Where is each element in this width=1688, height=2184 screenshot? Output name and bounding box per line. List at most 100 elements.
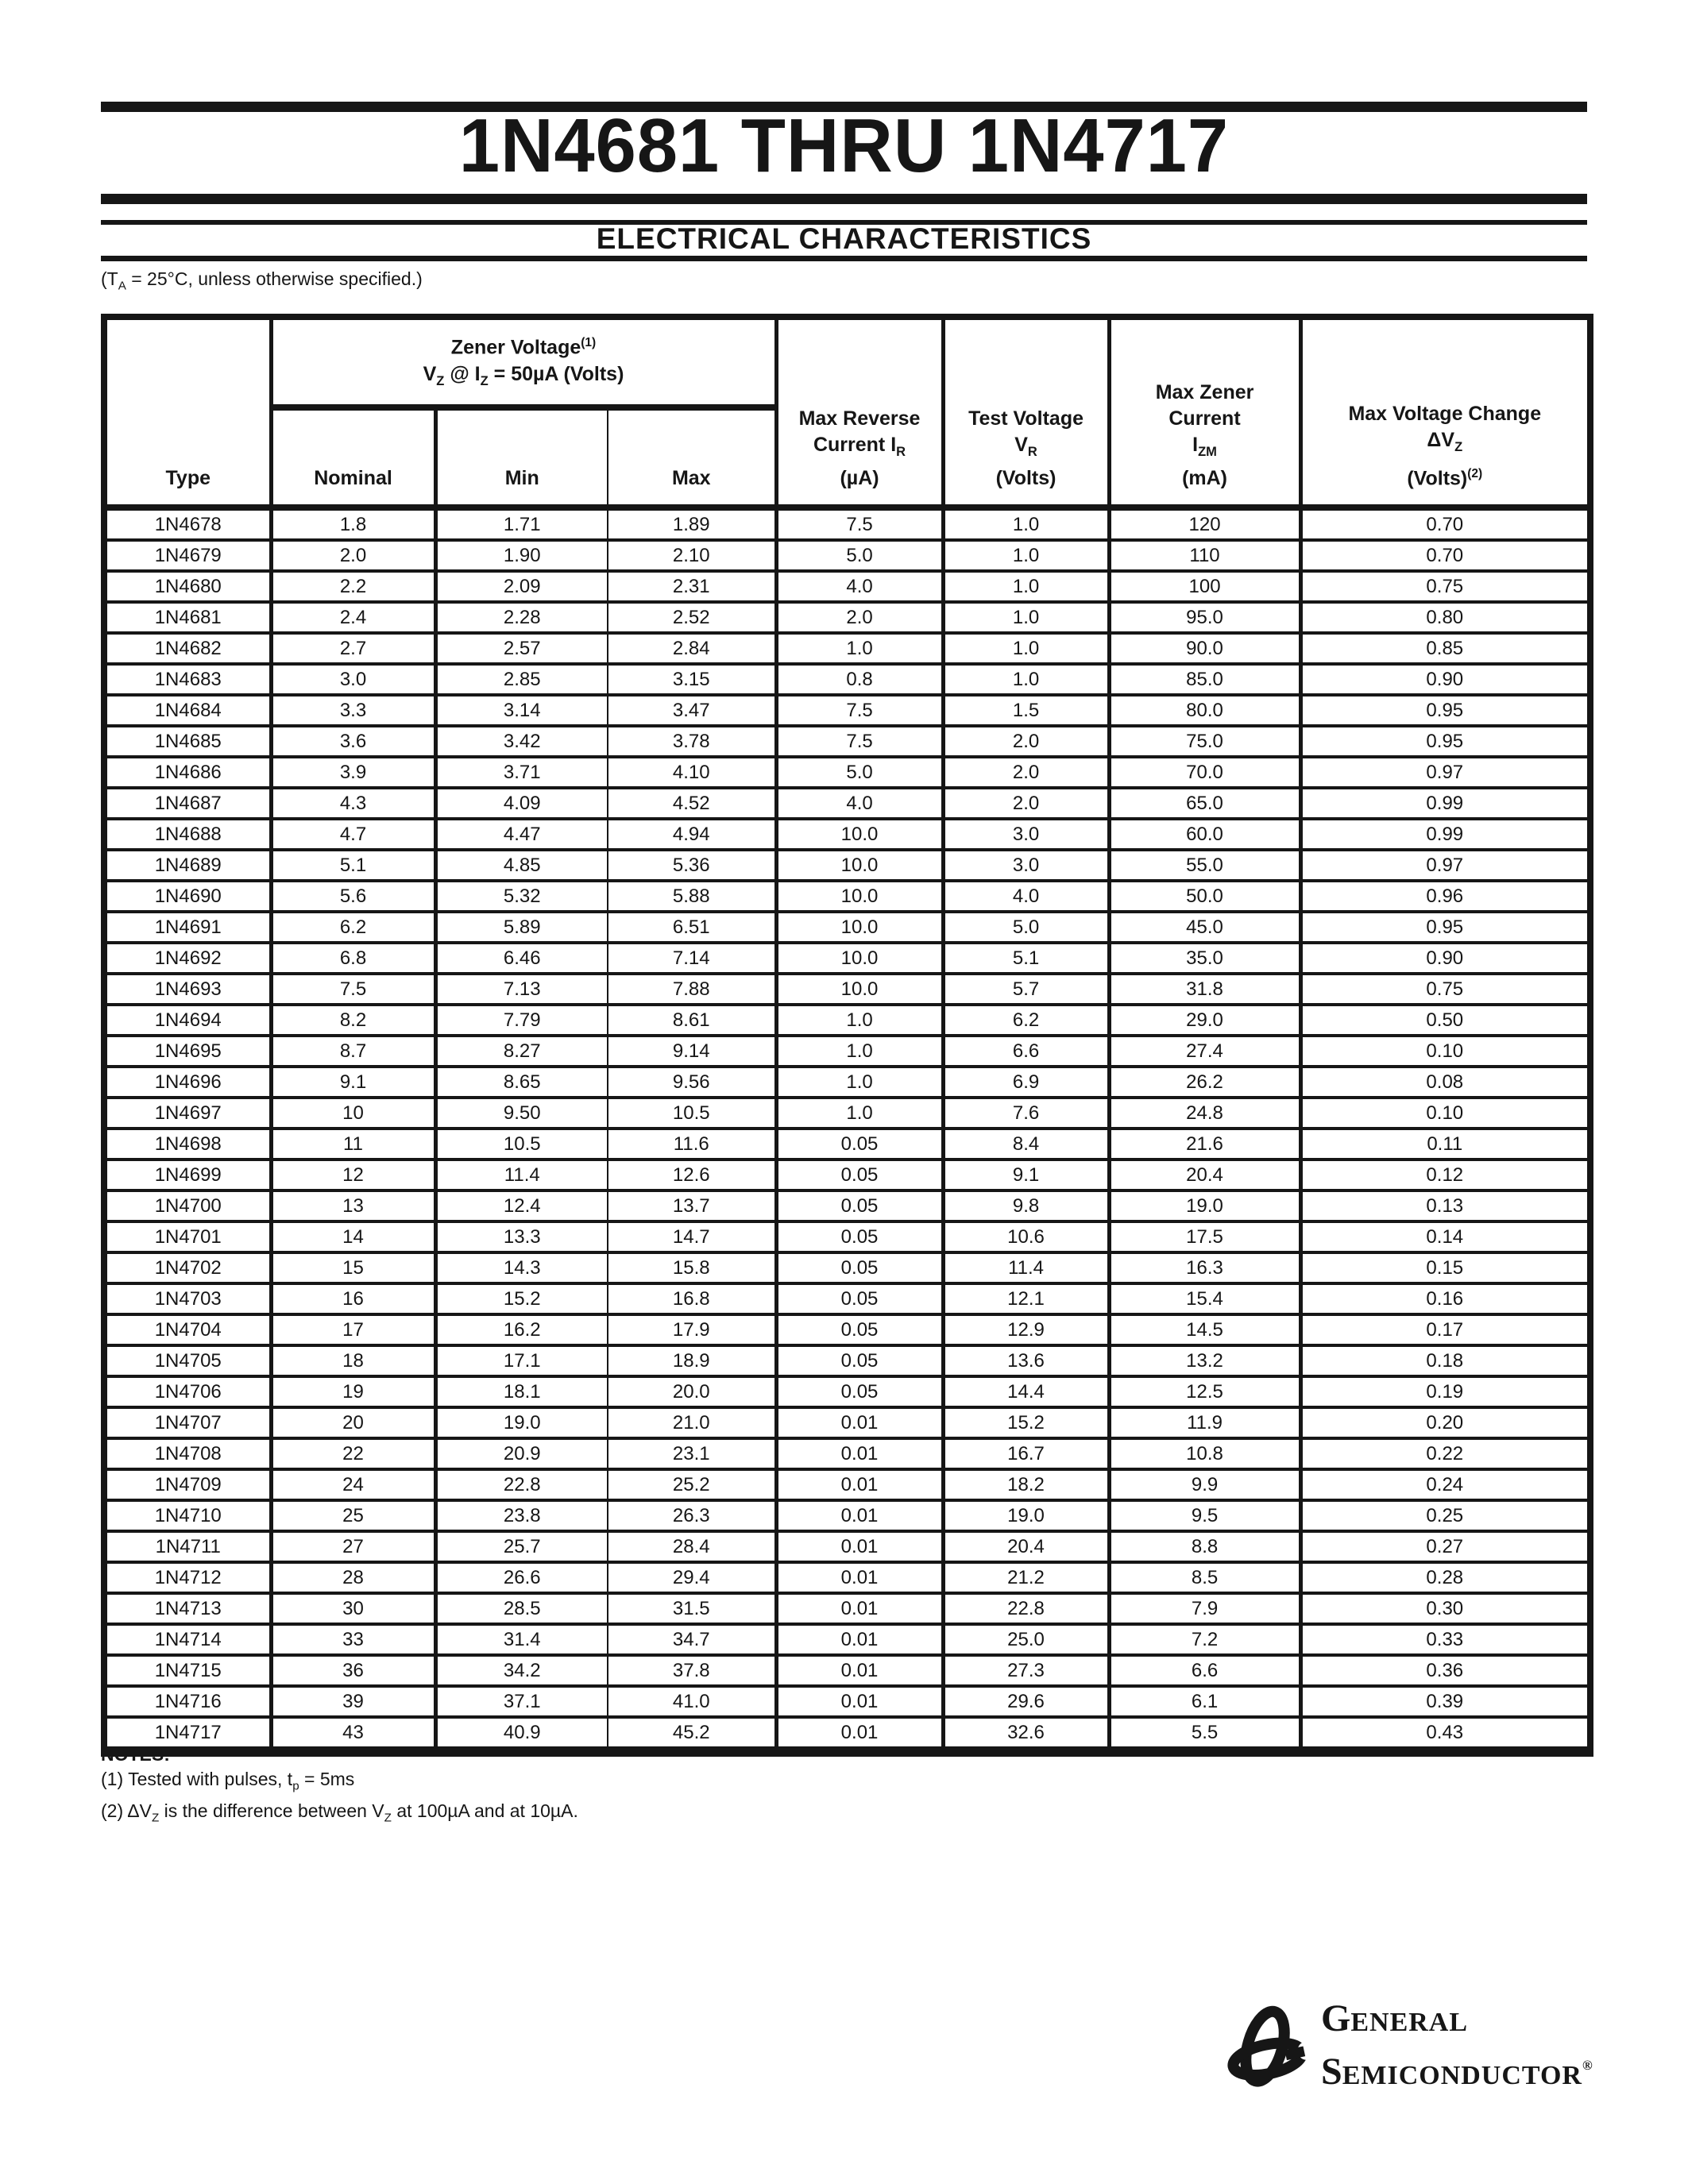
cell-max-reverse-ir: 1.0 (774, 1003, 945, 1037)
cell-test-voltage-vr: 22.8 (941, 1592, 1111, 1626)
cell-type: 1N4678 (102, 506, 273, 542)
condition-text: = 25°C, unless otherwise specified.) (126, 268, 423, 289)
cell-min: 12.4 (433, 1189, 608, 1223)
cell-delta-vz: 0.90 (1298, 941, 1593, 975)
cell-max: 25.2 (606, 1468, 778, 1502)
cell-min: 4.47 (433, 817, 608, 851)
cell-type: 1N4691 (102, 910, 273, 944)
header-row-2: Nominal Min Max (104, 406, 1590, 511)
cell-nominal: 6.2 (268, 910, 438, 944)
table-row: 1N4706 19 18.1 20.0 0.05 14.4 12.5 0.19 (102, 1375, 1593, 1409)
cell-delta-vz: 0.85 (1298, 631, 1593, 666)
cell-test-voltage-vr: 18.2 (941, 1468, 1111, 1502)
cell-max-zener-izm: 20.4 (1107, 1158, 1303, 1192)
cell-max: 2.84 (606, 631, 778, 666)
cell-min: 23.8 (433, 1499, 608, 1533)
section-top-rule (101, 220, 1587, 225)
cell-min: 11.4 (433, 1158, 608, 1192)
cell-max: 16.8 (606, 1282, 778, 1316)
cell-test-voltage-vr: 7.6 (941, 1096, 1111, 1130)
cell-max: 20.0 (606, 1375, 778, 1409)
cell-type: 1N4716 (102, 1684, 273, 1719)
cell-test-voltage-vr: 6.9 (941, 1065, 1111, 1099)
cell-test-voltage-vr: 2.0 (941, 724, 1111, 758)
cell-max-zener-izm: 70.0 (1107, 755, 1303, 789)
zener-group-line2: VZ @ IZ = 50µA (Volts) (423, 362, 624, 388)
cell-max: 13.7 (606, 1189, 778, 1223)
cell-test-voltage-vr: 1.0 (941, 600, 1111, 635)
table-row: 1N4716 39 37.1 41.0 0.01 29.6 6.1 0.39 (102, 1684, 1593, 1719)
table-row: 1N4699 12 11.4 12.6 0.05 9.1 20.4 0.12 (102, 1158, 1593, 1192)
cell-max-zener-izm: 13.2 (1107, 1344, 1303, 1378)
cell-delta-vz: 0.39 (1298, 1684, 1593, 1719)
cell-min: 5.89 (433, 910, 608, 944)
cell-max-reverse-ir: 0.01 (774, 1499, 945, 1533)
cell-delta-vz: 0.90 (1298, 662, 1593, 696)
table-row: 1N4708 22 20.9 23.1 0.01 16.7 10.8 0.22 (102, 1437, 1593, 1471)
cell-nominal: 4.3 (268, 786, 438, 820)
logo-wordmark: GENERAL SEMICONDUCTOR® (1321, 2000, 1593, 2100)
cell-max-reverse-ir: 0.01 (774, 1592, 945, 1626)
cell-max-zener-izm: 15.4 (1107, 1282, 1303, 1316)
cell-type: 1N4706 (102, 1375, 273, 1409)
cell-delta-vz: 0.24 (1298, 1468, 1593, 1502)
cell-max-reverse-ir: 5.0 (774, 755, 945, 789)
cell-max: 18.9 (606, 1344, 778, 1378)
cell-nominal: 13 (268, 1189, 438, 1223)
cell-nominal: 36 (268, 1653, 438, 1688)
cell-type: 1N4709 (102, 1468, 273, 1502)
cell-max-zener-izm: 35.0 (1107, 941, 1303, 975)
cell-test-voltage-vr: 14.4 (941, 1375, 1111, 1409)
cell-max-zener-izm: 8.8 (1107, 1530, 1303, 1564)
cell-max-reverse-ir: 10.0 (774, 848, 945, 882)
cell-max-zener-izm: 100 (1107, 569, 1303, 604)
table-row: 1N4681 2.4 2.28 2.52 2.0 1.0 95.0 0.80 (102, 600, 1593, 635)
cell-min: 1.71 (433, 506, 608, 542)
cell-max: 3.15 (606, 662, 778, 696)
cell-max-zener-izm: 24.8 (1107, 1096, 1303, 1130)
cell-max-zener-izm: 27.4 (1107, 1034, 1303, 1068)
table-row: 1N4701 14 13.3 14.7 0.05 10.6 17.5 0.14 (102, 1220, 1593, 1254)
cell-delta-vz: 0.10 (1298, 1096, 1593, 1130)
cell-max-reverse-ir: 0.01 (774, 1530, 945, 1564)
cell-delta-vz: 0.10 (1298, 1034, 1593, 1068)
cell-max: 11.6 (606, 1127, 778, 1161)
cell-nominal: 28 (268, 1561, 438, 1595)
cell-test-voltage-vr: 1.0 (941, 569, 1111, 604)
notes-block: NOTES: (1) Tested with pulses, tp = 5ms … (101, 1742, 578, 1830)
cell-max-reverse-ir: 10.0 (774, 972, 945, 1006)
cell-max-zener-izm: 80.0 (1107, 693, 1303, 727)
cell-max-zener-izm: 14.5 (1107, 1313, 1303, 1347)
cell-nominal: 14 (268, 1220, 438, 1254)
cell-max-reverse-ir: 0.05 (774, 1158, 945, 1192)
cell-max-zener-izm: 85.0 (1107, 662, 1303, 696)
cell-type: 1N4703 (102, 1282, 273, 1316)
table-row: 1N4685 3.6 3.42 3.78 7.5 2.0 75.0 0.95 (102, 724, 1593, 758)
table-row: 1N4705 18 17.1 18.9 0.05 13.6 13.2 0.18 (102, 1344, 1593, 1378)
cell-max-reverse-ir: 0.01 (774, 1406, 945, 1440)
cell-min: 10.5 (433, 1127, 608, 1161)
cell-test-voltage-vr: 2.0 (941, 786, 1111, 820)
table-header: Type Zener Voltage(1) VZ @ IZ = 50µA (Vo… (102, 315, 1593, 511)
cell-max: 6.51 (606, 910, 778, 944)
cell-max-reverse-ir: 0.05 (774, 1189, 945, 1223)
cell-delta-vz: 0.99 (1298, 786, 1593, 820)
cell-type: 1N4705 (102, 1344, 273, 1378)
cell-type: 1N4690 (102, 879, 273, 913)
table-row: 1N4692 6.8 6.46 7.14 10.0 5.1 35.0 0.90 (102, 941, 1593, 975)
characteristics-table-wrap: Type Zener Voltage(1) VZ @ IZ = 50µA (Vo… (101, 314, 1594, 1757)
cell-max: 34.7 (606, 1623, 778, 1657)
cell-max-reverse-ir: 1.0 (774, 631, 945, 666)
cell-test-voltage-vr: 9.1 (941, 1158, 1111, 1192)
cell-delta-vz: 0.16 (1298, 1282, 1593, 1316)
cell-max: 37.8 (606, 1653, 778, 1688)
cell-min: 3.71 (433, 755, 608, 789)
cell-test-voltage-vr: 5.1 (941, 941, 1111, 975)
cell-test-voltage-vr: 12.9 (941, 1313, 1111, 1347)
cell-max: 10.5 (606, 1096, 778, 1130)
cell-max: 9.14 (606, 1034, 778, 1068)
cell-max-reverse-ir: 0.01 (774, 1437, 945, 1471)
cell-test-voltage-vr: 2.0 (941, 755, 1111, 789)
table-row: 1N4713 30 28.5 31.5 0.01 22.8 7.9 0.30 (102, 1592, 1593, 1626)
